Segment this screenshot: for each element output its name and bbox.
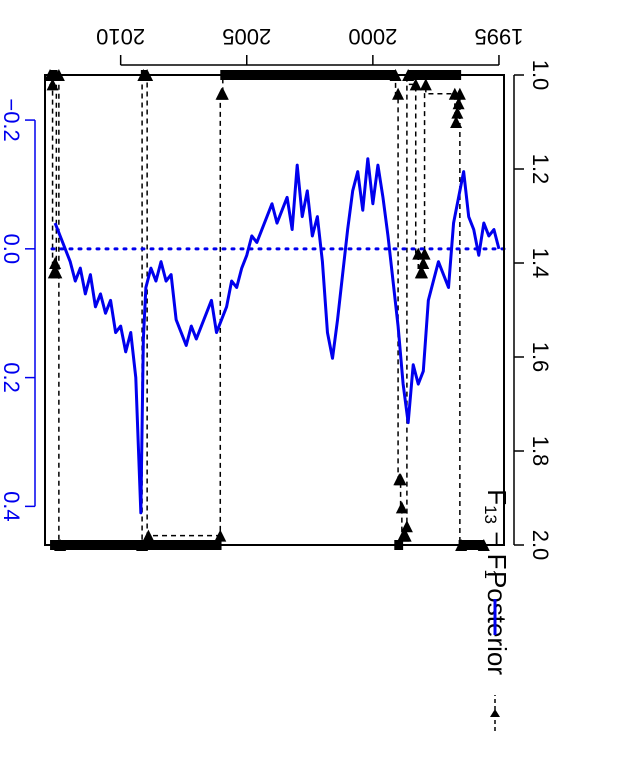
posterior-point (397, 529, 410, 542)
posterior-point (395, 501, 408, 514)
right-tick-label: 0.4 (0, 491, 24, 522)
legend-difference-sub-1: 13 (481, 505, 500, 524)
f13-minus-f1-line (53, 157, 501, 515)
posterior-point (450, 116, 463, 128)
posterior-point (215, 87, 228, 100)
posterior-point (412, 247, 425, 260)
legend-posterior-label: Posterior (482, 571, 512, 675)
posterior-point (451, 106, 464, 119)
posterior-line (49, 74, 484, 546)
left-y-axis: 1.0 1.2 1.4 1.6 1.8 2.0 (513, 60, 553, 561)
plot-frame (44, 74, 505, 546)
posterior-point (393, 473, 406, 486)
posterior-point (448, 87, 461, 100)
x-axis: 1995 2000 2005 2010 (96, 24, 523, 66)
left-tick-label: 1.8 (528, 436, 553, 467)
posterior-series (44, 69, 490, 551)
right-y-axis: −0.2 0.0 0.2 0.4 (0, 98, 36, 522)
posterior-point (49, 257, 62, 269)
posterior-point (400, 520, 413, 533)
posterior-point (214, 529, 227, 542)
legend-difference-base-2: F (482, 554, 512, 570)
right-tick-label: 0.0 (0, 234, 24, 265)
posterior-point (46, 78, 59, 91)
posterior-point (47, 266, 60, 279)
left-tick-label: 1.2 (528, 154, 553, 185)
x-tick-label: 1995 (474, 24, 523, 49)
legend-difference-sep: − (482, 524, 512, 554)
posterior-point (417, 257, 430, 269)
regime-bars (50, 70, 484, 550)
left-tick-label: 2.0 (528, 530, 553, 561)
legend-difference-sub-2: 1 (481, 570, 500, 579)
x-tick-label: 2000 (348, 24, 397, 49)
posterior-point (419, 78, 432, 91)
legend-difference-label: F13 − F1 (481, 489, 513, 579)
posterior-point (452, 97, 465, 110)
left-tick-label: 1.4 (528, 248, 553, 279)
posterior-point (392, 87, 405, 100)
posterior-point (142, 529, 155, 542)
right-tick-label: −0.2 (0, 98, 24, 141)
left-tick-label: 1.0 (528, 60, 553, 91)
x-tick-label: 2005 (222, 24, 271, 49)
legend-posterior-triangle-icon (490, 709, 500, 717)
legend-difference-base-1: F (482, 489, 512, 505)
right-tick-label: 0.2 (0, 362, 24, 393)
legend: Posterior F13 − F1 (481, 489, 513, 731)
posterior-point (414, 266, 427, 279)
posterior-point (409, 78, 422, 91)
left-tick-label: 1.6 (528, 342, 553, 373)
x-tick-label: 2010 (96, 24, 145, 49)
